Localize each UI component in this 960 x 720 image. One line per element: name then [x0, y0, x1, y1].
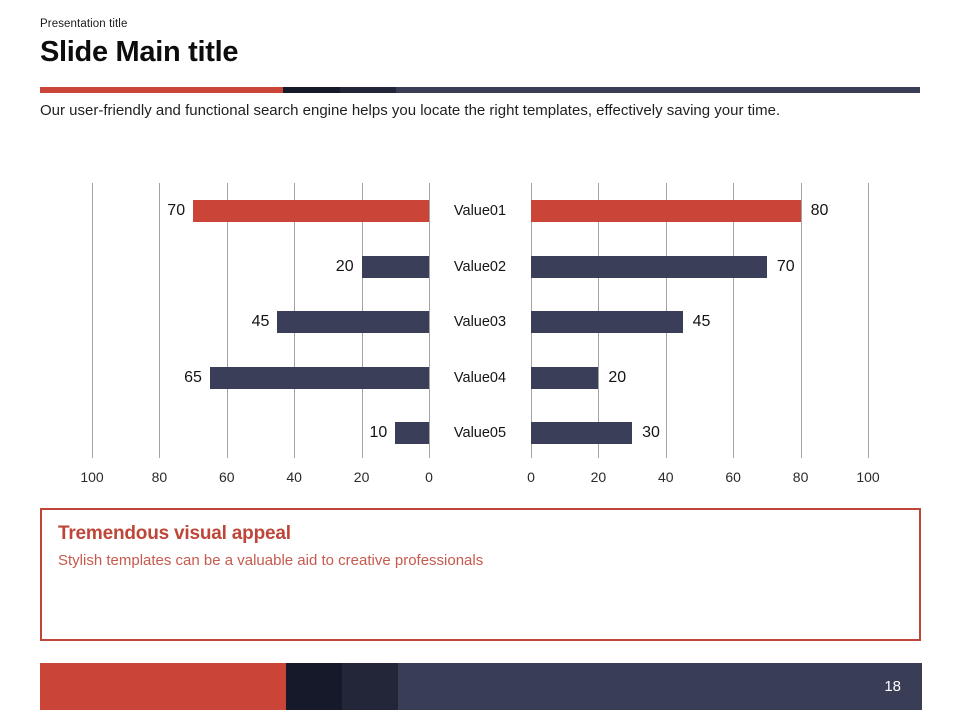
slide-title: Slide Main title [40, 36, 239, 68]
chart-bar-left [277, 311, 430, 333]
axis-tick-label: 60 [219, 469, 235, 485]
divider-segment-red [40, 87, 283, 93]
chart-bar-right [531, 255, 767, 278]
axis-tick-label: 0 [425, 469, 433, 485]
divider-segment-dark1 [283, 87, 340, 93]
bar-value-label: 20 [335, 257, 354, 275]
footer-segment-dark2 [342, 663, 398, 710]
category-label: Value02 [453, 258, 507, 275]
category-label: Value03 [453, 314, 507, 330]
slide-description: Our user-friendly and functional search … [40, 102, 781, 119]
bar-value-label: 10 [369, 424, 388, 441]
bar-value-label: 70 [167, 202, 186, 219]
chart-bar-right [531, 311, 683, 333]
callout-box: Tremendous visual appeal Stylish templat… [40, 508, 921, 641]
category-label: Value01 [453, 203, 507, 219]
chart-bar-left [209, 366, 429, 389]
divider-segment-navy [396, 87, 920, 93]
axis-tick-label: 40 [286, 469, 302, 485]
gridline [800, 183, 802, 458]
butterfly-bar-chart: 0 0 20 20 40 40 60 60 80 80 100 100 70 80 Value01 20 70 V… [0, 175, 960, 490]
chart-bar-right [531, 366, 599, 389]
bar-value-label: 45 [692, 313, 711, 330]
axis-tick-label: 100 [80, 469, 104, 485]
divider-bar [40, 87, 920, 93]
gridline [868, 183, 869, 458]
gridline [733, 183, 735, 458]
bar-value-label: 30 [642, 424, 660, 441]
page-number: 18 [884, 678, 901, 695]
axis-tick-label: 20 [353, 469, 370, 485]
gridline [429, 183, 430, 458]
bar-value-label: 45 [251, 313, 270, 330]
category-label: Value05 [453, 425, 507, 441]
chart-bar-right [531, 200, 801, 222]
axis-tick-label: 100 [856, 469, 880, 485]
callout-title: Tremendous visual appeal [58, 523, 291, 544]
category-label: Value04 [453, 369, 507, 386]
footer-bar: 18 [40, 663, 922, 710]
chart-bar-left [193, 200, 429, 222]
gridline [159, 183, 161, 458]
divider-segment-dark2 [340, 87, 396, 93]
axis-tick-label: 60 [725, 469, 741, 485]
axis-tick-label: 80 [792, 469, 809, 485]
footer-segment-dark1 [286, 663, 342, 710]
axis-tick-label: 0 [527, 469, 535, 485]
callout-subtitle: Stylish templates can be a valuable aid … [58, 552, 484, 569]
gridline [92, 183, 93, 458]
chart-bar-left [395, 422, 429, 444]
bar-value-label: 20 [608, 368, 627, 386]
axis-tick-label: 40 [658, 469, 674, 485]
footer-segment-navy: 18 [398, 663, 922, 710]
chart-bar-right [531, 422, 633, 444]
chart-bar-left [361, 255, 429, 278]
footer-segment-red [40, 663, 286, 710]
bar-value-label: 70 [776, 257, 795, 275]
gridline [226, 183, 228, 458]
axis-tick-label: 20 [590, 469, 607, 485]
bar-value-label: 80 [810, 202, 829, 219]
axis-tick-label: 80 [151, 469, 168, 485]
presentation-title: Presentation title [40, 18, 128, 30]
bar-value-label: 65 [184, 368, 202, 386]
